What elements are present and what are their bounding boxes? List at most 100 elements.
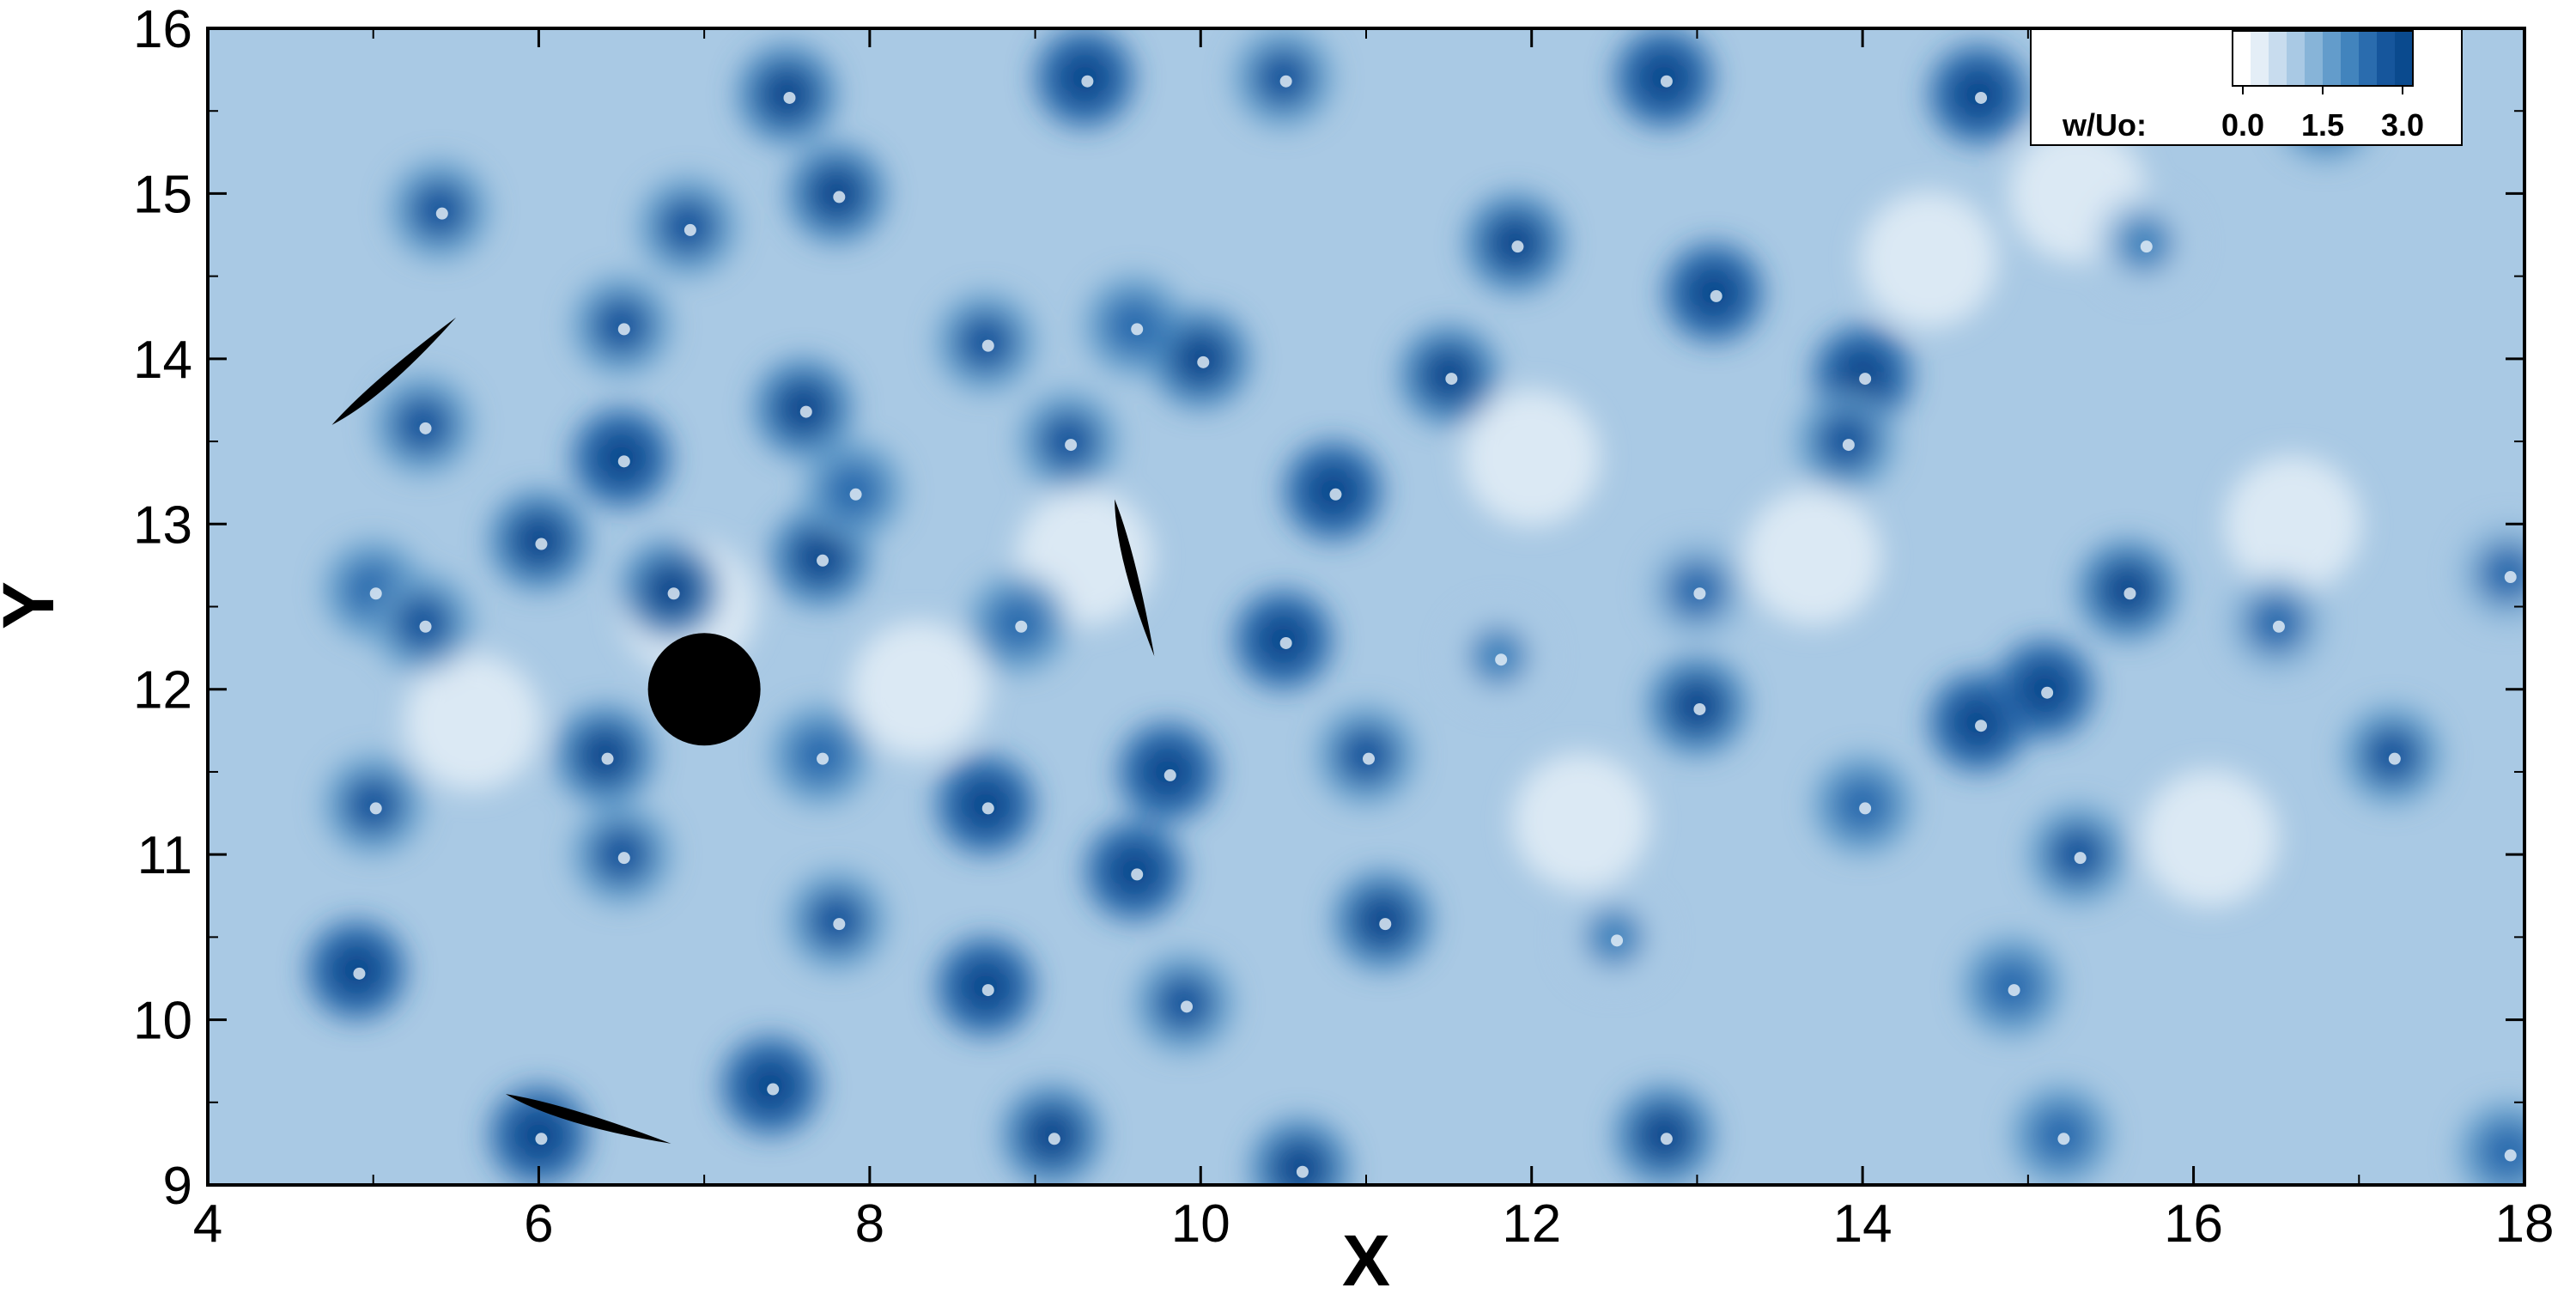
colorbar-swatch xyxy=(2269,31,2287,86)
vortex-center xyxy=(1859,802,1872,815)
low-value-region xyxy=(1512,752,1650,890)
colorbar-swatch xyxy=(2377,31,2396,86)
colorbar-swatch xyxy=(2287,31,2306,86)
vortex-center xyxy=(2504,571,2517,584)
solid-bodies xyxy=(331,317,1155,1144)
y-tick-label: 13 xyxy=(133,495,192,555)
vortex-center xyxy=(817,554,829,567)
vortex-center xyxy=(981,802,994,815)
vortex-center xyxy=(1975,720,1988,732)
vortex-core xyxy=(2478,544,2524,604)
vortex-center xyxy=(783,91,796,104)
vortex-center xyxy=(817,752,829,765)
vortex-center xyxy=(1197,355,1210,368)
field-background xyxy=(208,28,2524,1185)
vortex-center xyxy=(1842,439,1855,452)
vortex-center xyxy=(1131,323,1144,336)
colorbar-swatch xyxy=(2341,31,2360,86)
y-tick-label: 9 xyxy=(163,1157,192,1216)
vortex-center xyxy=(833,191,846,204)
x-tick-label: 18 xyxy=(2495,1194,2555,1254)
colorbar-swatch xyxy=(2359,31,2378,86)
axis-ticks: 4 6 8 10 12 14 16 18 9 10 11 12 13 14 15 16 xyxy=(133,0,2554,1254)
vortex-center xyxy=(981,984,994,997)
vortex-center xyxy=(419,620,432,633)
vortex-center xyxy=(1296,1165,1309,1178)
vortex-center xyxy=(1363,752,1375,765)
y-tick-label: 11 xyxy=(137,826,192,885)
vortex-center xyxy=(2041,686,2054,699)
blade-upper-left xyxy=(331,317,457,425)
vortex-center xyxy=(667,587,680,600)
vortex-core xyxy=(2478,1122,2524,1182)
vortex-center xyxy=(617,455,630,468)
vortex-center xyxy=(2140,240,2153,253)
x-tick-label: 10 xyxy=(1171,1194,1230,1254)
colorbar-tick-label: 3.0 xyxy=(2381,107,2424,143)
colorbar-swatch xyxy=(2323,31,2342,86)
colorbar-swatch xyxy=(2395,31,2414,86)
colorbar-swatch xyxy=(2305,31,2324,86)
vortex-center xyxy=(1163,769,1176,781)
vortex-center xyxy=(833,918,846,931)
vortex-center xyxy=(1065,439,1078,452)
vortex-center xyxy=(2123,587,2136,600)
colorbar-title: w/Uo: xyxy=(2062,107,2147,143)
vortex-center xyxy=(1660,75,1673,88)
vortex-center xyxy=(369,587,382,600)
vortex-center xyxy=(617,852,630,865)
vortex-center xyxy=(981,339,994,352)
colorbar-tick-label: 0.0 xyxy=(2221,107,2264,143)
vortex-center xyxy=(767,1083,780,1096)
colorbar-swatches xyxy=(2233,31,2414,86)
vortex-center xyxy=(1975,91,1988,104)
x-tick-label: 8 xyxy=(855,1194,884,1254)
low-value-region xyxy=(404,653,542,792)
vortex-center xyxy=(1048,1133,1060,1145)
blade-right xyxy=(1115,499,1155,657)
vortex-center xyxy=(1279,636,1292,649)
vortex-center xyxy=(1181,1000,1194,1013)
colorbar-tick-labels: 0.0 1.5 3.0 xyxy=(2221,86,2424,143)
vortex-center xyxy=(435,207,448,220)
vortex-center xyxy=(849,488,862,501)
vortex-center xyxy=(353,967,366,980)
vortex-center xyxy=(617,323,630,336)
colorbar-swatch xyxy=(2251,31,2269,86)
vortex-center xyxy=(2272,620,2285,633)
vortex-center xyxy=(1710,289,1722,302)
vortex-core xyxy=(1270,1139,1329,1185)
x-tick-label: 4 xyxy=(193,1194,222,1254)
vortex-center xyxy=(419,422,432,434)
vortex-center xyxy=(799,405,812,418)
vortex-center xyxy=(601,752,614,765)
low-value-region xyxy=(850,620,988,758)
vortex-center xyxy=(683,223,696,236)
vortex-center xyxy=(1445,373,1458,386)
y-tick-label: 10 xyxy=(133,992,192,1051)
low-value-region xyxy=(1462,389,1601,527)
contour-field xyxy=(208,28,2524,1185)
vortex-center xyxy=(535,538,548,550)
y-tick-label: 14 xyxy=(133,331,192,390)
vortex-center xyxy=(1660,1133,1673,1145)
low-value-region xyxy=(1860,191,1998,329)
low-value-region xyxy=(2141,769,2279,907)
vortex-center xyxy=(1131,868,1144,881)
vortex-center xyxy=(2008,984,2020,997)
low-value-region xyxy=(2224,455,2362,593)
vortex-center xyxy=(1015,620,1028,633)
vortex-center xyxy=(1693,587,1706,600)
x-tick-label: 14 xyxy=(1833,1194,1893,1254)
x-axis-title: X xyxy=(1342,1220,1390,1294)
vortex-center xyxy=(1611,934,1624,947)
vortex-center xyxy=(1081,75,1094,88)
low-value-region xyxy=(1744,488,1882,626)
vortex-center xyxy=(2074,852,2087,865)
vortex-center xyxy=(535,1133,548,1145)
vortex-center xyxy=(2504,1149,2517,1162)
cylinder xyxy=(647,633,761,746)
y-tick-label: 12 xyxy=(133,661,192,720)
colorbar-tick-label: 1.5 xyxy=(2301,107,2344,143)
